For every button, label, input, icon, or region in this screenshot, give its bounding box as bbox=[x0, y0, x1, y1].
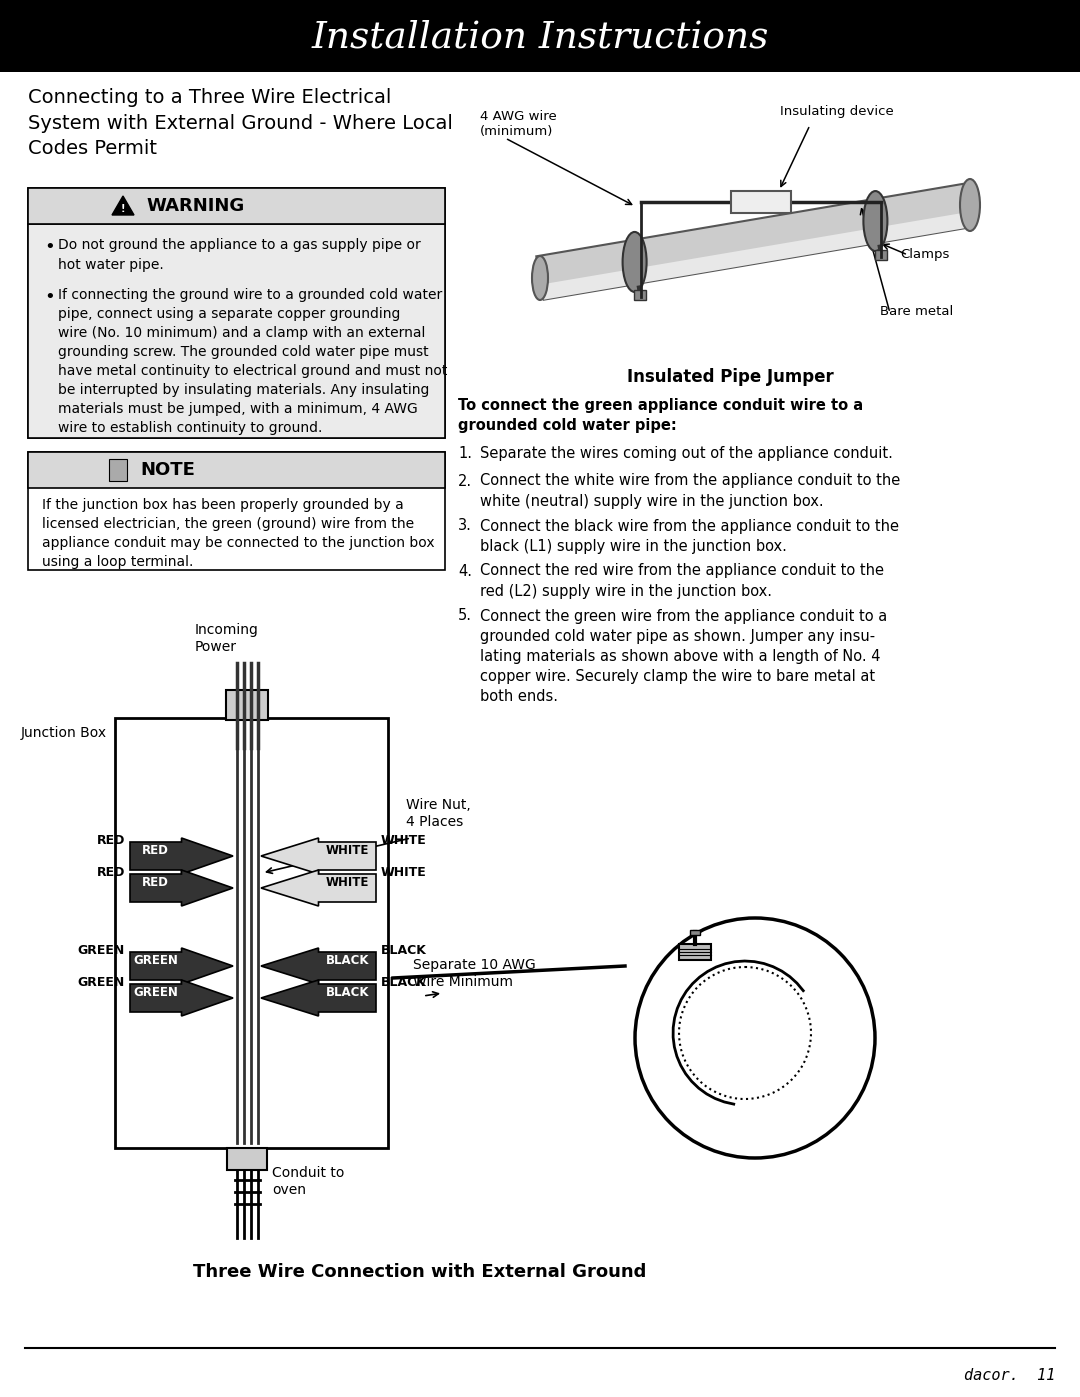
Text: Connect the red wire from the appliance conduit to the
red (L2) supply wire in t: Connect the red wire from the appliance … bbox=[480, 563, 885, 598]
FancyBboxPatch shape bbox=[109, 460, 127, 481]
Text: Junction Box: Junction Box bbox=[21, 726, 107, 740]
Polygon shape bbox=[116, 201, 130, 212]
Text: WARNING: WARNING bbox=[146, 197, 244, 215]
Ellipse shape bbox=[622, 232, 647, 292]
Text: RED: RED bbox=[143, 844, 170, 856]
Text: 1.: 1. bbox=[458, 446, 472, 461]
Polygon shape bbox=[261, 981, 376, 1016]
FancyBboxPatch shape bbox=[28, 453, 445, 570]
Text: WHITE: WHITE bbox=[381, 866, 427, 880]
Text: Insulated Pipe Jumper: Insulated Pipe Jumper bbox=[626, 367, 834, 386]
Text: RED: RED bbox=[96, 866, 125, 880]
FancyBboxPatch shape bbox=[690, 929, 700, 935]
Circle shape bbox=[635, 918, 875, 1158]
Text: 5.: 5. bbox=[458, 609, 472, 623]
Polygon shape bbox=[261, 870, 376, 907]
Polygon shape bbox=[130, 949, 233, 983]
Text: Insulating device: Insulating device bbox=[780, 105, 894, 117]
Text: If the junction box has been properly grounded by a
licensed electrician, the gr: If the junction box has been properly gr… bbox=[42, 497, 434, 569]
FancyBboxPatch shape bbox=[634, 291, 646, 300]
Text: NOTE: NOTE bbox=[140, 461, 194, 479]
FancyBboxPatch shape bbox=[28, 189, 445, 224]
Text: •: • bbox=[44, 288, 55, 306]
Ellipse shape bbox=[532, 256, 548, 300]
Polygon shape bbox=[130, 870, 233, 907]
FancyBboxPatch shape bbox=[875, 250, 887, 260]
Text: Installation Instructions: Installation Instructions bbox=[311, 20, 769, 56]
FancyBboxPatch shape bbox=[679, 943, 711, 960]
Ellipse shape bbox=[863, 191, 888, 251]
Polygon shape bbox=[261, 949, 376, 983]
Text: RED: RED bbox=[143, 876, 170, 888]
Text: !: ! bbox=[121, 204, 125, 214]
Text: If connecting the ground wire to a grounded cold water
pipe, connect using a sep: If connecting the ground wire to a groun… bbox=[58, 288, 447, 434]
FancyBboxPatch shape bbox=[28, 224, 445, 439]
Ellipse shape bbox=[960, 179, 980, 231]
Text: Separate 10 AWG
Wire Minimum: Separate 10 AWG Wire Minimum bbox=[413, 958, 536, 989]
FancyBboxPatch shape bbox=[227, 1148, 267, 1171]
Text: Clamps: Clamps bbox=[900, 249, 949, 261]
Text: GREEN: GREEN bbox=[78, 944, 125, 957]
Text: Three Wire Connection with External Ground: Three Wire Connection with External Grou… bbox=[193, 1263, 647, 1281]
Text: Conduit to
oven: Conduit to oven bbox=[272, 1166, 345, 1197]
Text: BLACK: BLACK bbox=[325, 985, 369, 999]
Text: dacor.  11: dacor. 11 bbox=[963, 1368, 1055, 1383]
Text: Do not ground the appliance to a gas supply pipe or
hot water pipe.: Do not ground the appliance to a gas sup… bbox=[58, 237, 421, 271]
Text: Connect the black wire from the appliance conduit to the
black (L1) supply wire : Connect the black wire from the applianc… bbox=[480, 518, 899, 553]
Text: 4.: 4. bbox=[458, 563, 472, 578]
Text: GREEN: GREEN bbox=[133, 985, 178, 999]
FancyBboxPatch shape bbox=[0, 0, 1080, 73]
Text: BLACK: BLACK bbox=[381, 944, 427, 957]
Text: WHITE: WHITE bbox=[325, 844, 369, 856]
Polygon shape bbox=[130, 838, 233, 875]
Text: •: • bbox=[44, 237, 55, 256]
Text: Separate the wires coming out of the appliance conduit.: Separate the wires coming out of the app… bbox=[480, 446, 893, 461]
Text: 4 AWG wire
(minimum): 4 AWG wire (minimum) bbox=[480, 110, 557, 138]
Text: Connect the green wire from the appliance conduit to a
grounded cold water pipe : Connect the green wire from the applianc… bbox=[480, 609, 888, 704]
Polygon shape bbox=[537, 183, 974, 300]
Text: To connect the green appliance conduit wire to a
grounded cold water pipe:: To connect the green appliance conduit w… bbox=[458, 398, 863, 433]
Polygon shape bbox=[261, 838, 376, 875]
Text: Connect the white wire from the appliance conduit to the
white (neutral) supply : Connect the white wire from the applianc… bbox=[480, 474, 901, 509]
Text: BLACK: BLACK bbox=[325, 954, 369, 967]
Text: Connecting to a Three Wire Electrical
System with External Ground - Where Local
: Connecting to a Three Wire Electrical Sy… bbox=[28, 88, 453, 158]
Text: BLACK: BLACK bbox=[381, 977, 427, 989]
Text: RED: RED bbox=[96, 834, 125, 848]
Text: Incoming
Power: Incoming Power bbox=[195, 623, 259, 654]
Polygon shape bbox=[112, 196, 134, 215]
Polygon shape bbox=[541, 211, 974, 300]
Text: Bare metal: Bare metal bbox=[880, 305, 954, 319]
Text: GREEN: GREEN bbox=[78, 977, 125, 989]
Text: Wire Nut,
4 Places: Wire Nut, 4 Places bbox=[406, 798, 471, 830]
Text: WHITE: WHITE bbox=[325, 876, 369, 888]
Text: 3.: 3. bbox=[458, 518, 472, 534]
Polygon shape bbox=[130, 981, 233, 1016]
Circle shape bbox=[679, 967, 811, 1099]
Text: Clamp wire tightly
to pipe: Clamp wire tightly to pipe bbox=[661, 1083, 788, 1115]
Text: GREEN: GREEN bbox=[133, 954, 178, 967]
Text: 2.: 2. bbox=[458, 474, 472, 489]
FancyBboxPatch shape bbox=[28, 453, 445, 488]
FancyBboxPatch shape bbox=[731, 190, 791, 212]
FancyBboxPatch shape bbox=[28, 189, 445, 439]
FancyBboxPatch shape bbox=[114, 718, 388, 1148]
Text: WHITE: WHITE bbox=[381, 834, 427, 848]
FancyBboxPatch shape bbox=[226, 690, 268, 719]
